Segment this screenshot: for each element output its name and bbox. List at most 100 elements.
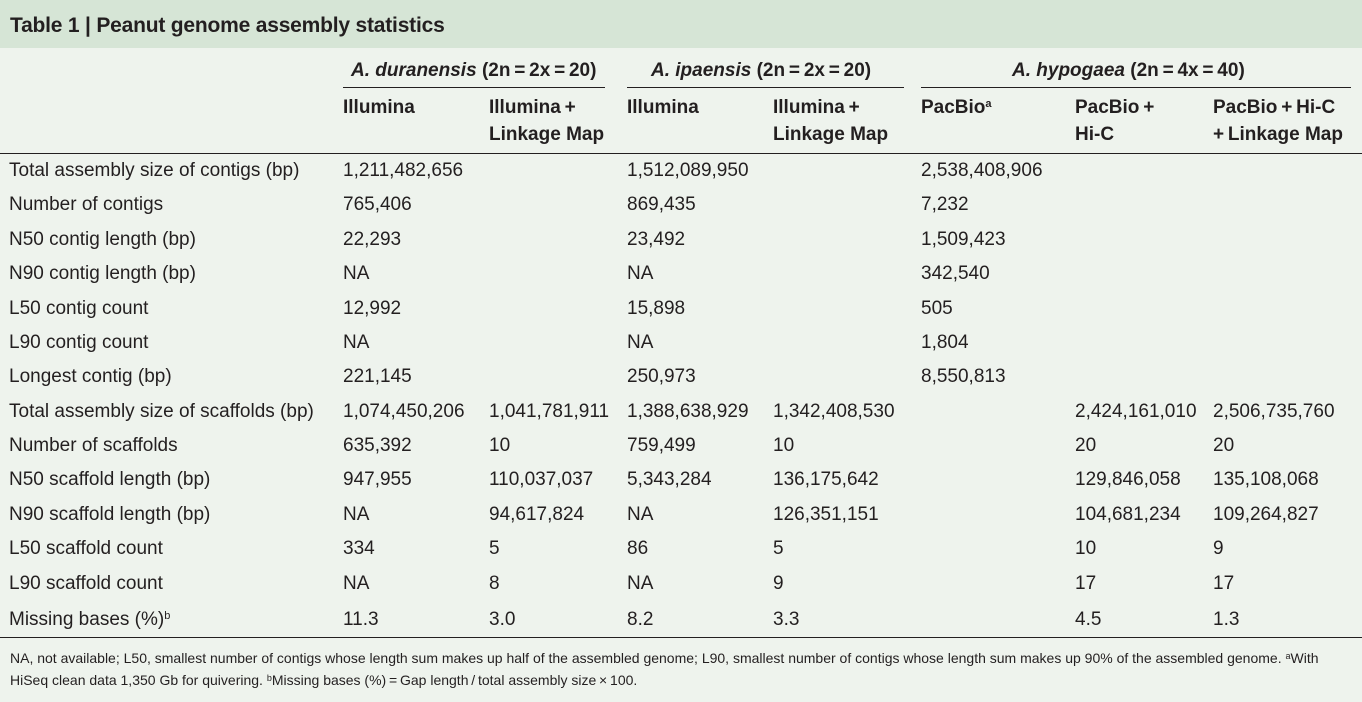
table-row: Total assembly size of scaffolds (bp) 1,0… — [0, 395, 1362, 429]
table-row: Longest contig (bp) 221,145 250,973 8,550,8… — [0, 360, 1362, 394]
table-cell: 2,506,735,760 — [1213, 401, 1335, 422]
footnote-text: NA, not available; L50, smallest number … — [10, 650, 1286, 666]
subheader-illumina-linkage: Illumina + Linkage Map — [773, 97, 889, 145]
table-cell: 10 — [1075, 538, 1097, 559]
species-name: A. ipaensis — [651, 60, 752, 81]
table-cell: 8.2 — [627, 609, 654, 630]
table-row: Number of scaffolds 635,392 10 759,499 10 20 2… — [0, 429, 1362, 463]
table-cell: 2,538,408,906 — [921, 160, 1043, 181]
row-label: Longest contig (bp) — [9, 366, 172, 387]
table-cell: 10 — [489, 435, 511, 456]
table-cell: 759,499 — [627, 435, 696, 456]
table-cell: 221,145 — [343, 366, 412, 387]
table-cell: 1.3 — [1213, 609, 1240, 630]
table-cell: 947,955 — [343, 469, 412, 490]
table-row: N90 scaffold length (bp) NA 94,617,824 NA 12… — [0, 498, 1362, 532]
row-label: N90 scaffold length (bp) — [9, 504, 211, 525]
group-header-hypogaea: A. hypogaea (2n = 4x = 40) — [1012, 58, 1245, 84]
table-cell: 20 — [1213, 435, 1235, 456]
table-cell: NA — [627, 504, 654, 525]
species-name: A. hypogaea — [1012, 60, 1125, 81]
table-row: N90 contig length (bp) NA NA 342,540 — [0, 257, 1362, 291]
table-cell: 9 — [1213, 538, 1224, 559]
table-cell: 15,898 — [627, 298, 686, 319]
table-cell: 7,232 — [921, 194, 969, 215]
table-row: L50 contig count 12,992 15,898 505 — [0, 292, 1362, 326]
table-cell: 250,973 — [627, 366, 696, 387]
species-name: A. duranensis — [351, 60, 477, 81]
table-cell: 3.0 — [489, 609, 516, 630]
table-cell: 1,388,638,929 — [627, 401, 749, 422]
table-cell: 1,211,482,656 — [343, 160, 464, 181]
table-cell: 8 — [489, 573, 500, 594]
subheader-illumina-linkage: Illumina + Linkage Map — [489, 97, 605, 145]
group-header-ipaensis: A. ipaensis (2n = 2x = 20) — [651, 58, 871, 84]
table-cell: 2,424,161,010 — [1075, 401, 1197, 422]
footnote-text: Missing bases (%) = Gap length / total a… — [271, 672, 638, 688]
table-cell: 94,617,824 — [489, 504, 585, 525]
table-cell: 4.5 — [1075, 609, 1102, 630]
subheader-pacbio-hic: PacBio + Hi-C — [1075, 97, 1155, 145]
ploidy: (2n = 2x = 20) — [481, 60, 597, 81]
row-label: N50 scaffold length (bp) — [9, 469, 211, 490]
group-header-duranensis: A. duranensis (2n = 2x = 20) — [351, 58, 596, 84]
row-label: Total assembly size of scaffolds (bp) — [9, 401, 314, 422]
table-cell: 10 — [773, 435, 795, 456]
table-cell: 104,681,234 — [1075, 504, 1181, 525]
row-label: Number of scaffolds — [9, 435, 178, 456]
table-cell: 5,343,284 — [627, 469, 712, 490]
row-label: N50 contig length (bp) — [9, 229, 196, 250]
table-cell: NA — [627, 332, 654, 353]
table-cell: 635,392 — [343, 435, 412, 456]
header-rule — [0, 153, 1362, 154]
row-label: L90 scaffold count — [9, 573, 163, 594]
table-cell: 765,406 — [343, 194, 412, 215]
group-rule-hypogaea — [921, 87, 1351, 88]
table-row: N50 contig length (bp) 22,293 23,492 1,509,… — [0, 223, 1362, 257]
row-label: Total assembly size of contigs (bp) — [9, 160, 300, 181]
table-cell: NA — [627, 573, 654, 594]
row-label: L50 contig count — [9, 298, 149, 319]
table-cell: 129,846,058 — [1075, 469, 1181, 490]
table-cell: 1,074,450,206 — [343, 401, 465, 422]
ploidy: (2n = 2x = 20) — [756, 60, 872, 81]
subheader-pacbio: PacBioa — [921, 97, 992, 118]
table-footnote: NA, not available; L50, smallest number … — [10, 647, 1330, 691]
group-rule-duranensis — [343, 87, 605, 88]
table-cell: 110,037,037 — [489, 469, 594, 490]
table-row: Number of contigs 765,406 869,435 7,232 — [0, 188, 1362, 222]
table-cell: 1,512,089,950 — [627, 160, 749, 181]
table-cell: 12,992 — [343, 298, 402, 319]
group-rule-ipaensis — [627, 87, 904, 88]
subheader-illumina: Illumina — [343, 97, 415, 118]
table-cell: 126,351,151 — [773, 504, 879, 525]
table-cell: 22,293 — [343, 229, 402, 250]
table-cell: 11.3 — [343, 609, 379, 630]
table-cell: 109,264,827 — [1213, 504, 1319, 525]
subheader-illumina: Illumina — [627, 97, 699, 118]
footnote-text: With HiSeq clean data 1,350 Gb for quive… — [10, 650, 1319, 688]
table-cell: NA — [627, 263, 654, 284]
table-row: Total assembly size of contigs (bp) 1,211… — [0, 154, 1362, 188]
table-title: Table 1 | Peanut genome assembly statist… — [0, 0, 1362, 48]
table-cell: 136,175,642 — [773, 469, 879, 490]
table-cell: 135,108,068 — [1213, 469, 1319, 490]
table-row: N50 scaffold length (bp) 947,955 110,037,0… — [0, 463, 1362, 497]
table-cell: 1,342,408,530 — [773, 401, 895, 422]
row-label: L90 contig count — [9, 332, 149, 353]
footer-rule — [0, 637, 1362, 638]
row-label: N90 contig length (bp) — [9, 263, 196, 284]
table-row: L90 contig count NA NA 1,804 — [0, 326, 1362, 360]
footnote-marker: b — [266, 673, 272, 683]
table-cell: 9 — [773, 573, 784, 594]
table-cell: 1,509,423 — [921, 229, 1006, 250]
table-cell: 869,435 — [627, 194, 696, 215]
table-cell: 23,492 — [627, 229, 686, 250]
table-cell: NA — [343, 504, 370, 525]
table-cell: 1,804 — [921, 332, 969, 353]
table-cell: 334 — [343, 538, 375, 559]
table-row: L90 scaffold count NA 8 NA 9 17 17 — [0, 567, 1362, 601]
row-label: L50 scaffold count — [9, 538, 163, 559]
table-cell: 5 — [489, 538, 500, 559]
